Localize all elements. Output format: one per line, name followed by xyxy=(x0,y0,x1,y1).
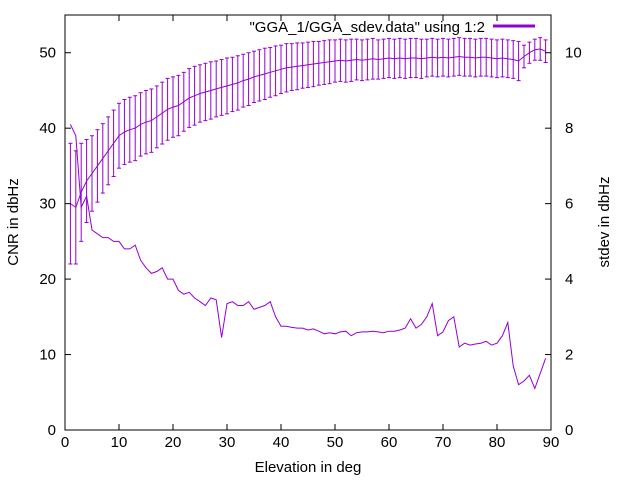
x-tick-label: 90 xyxy=(543,434,560,451)
y-tick-label: 30 xyxy=(39,196,56,213)
y-tick-label: 10 xyxy=(39,347,56,364)
x-tick-label: 60 xyxy=(381,434,398,451)
x-tick-label: 80 xyxy=(489,434,506,451)
x-tick-label: 30 xyxy=(219,434,236,451)
y2-tick-label: 0 xyxy=(565,422,573,439)
series-cnr-mean-line xyxy=(70,48,546,209)
x-tick-label: 20 xyxy=(165,434,182,451)
legend-entry-label: "GGA_1/GGA_sdev.data" using 1:2 xyxy=(249,19,485,36)
series-cnr-errorbars xyxy=(68,37,548,265)
axis-ticks: 0 10 20 30 40 50 60 70 80 90 0 10 20 30 40 50 0 2 4 6 8 10 xyxy=(39,15,582,451)
x-tick-label: 70 xyxy=(435,434,452,451)
y-axis-label: CNR in dbHz xyxy=(5,178,22,266)
y2-tick-label: 2 xyxy=(565,347,573,364)
y-tick-label: 20 xyxy=(39,271,56,288)
y2-tick-label: 4 xyxy=(565,271,573,288)
series-stdev-line xyxy=(69,124,547,390)
y-tick-label: 50 xyxy=(39,45,56,62)
x-tick-label: 10 xyxy=(111,434,128,451)
y2-tick-label: 10 xyxy=(565,45,582,62)
plot-area-border xyxy=(64,14,552,431)
y-tick-label: 40 xyxy=(39,120,56,137)
y2-tick-label: 8 xyxy=(565,120,573,137)
y2-axis-label: stdev in dbHz xyxy=(596,177,613,268)
y2-tick-label: 6 xyxy=(565,196,573,213)
chart-marks xyxy=(68,37,548,390)
x-axis-label: Elevation in deg xyxy=(255,459,362,476)
legend: "GGA_1/GGA_sdev.data" using 1:2 xyxy=(249,19,535,36)
x-tick-label: 0 xyxy=(61,434,69,451)
x-tick-label: 50 xyxy=(327,434,344,451)
x-tick-label: 40 xyxy=(273,434,290,451)
y-tick-label: 0 xyxy=(48,422,56,439)
